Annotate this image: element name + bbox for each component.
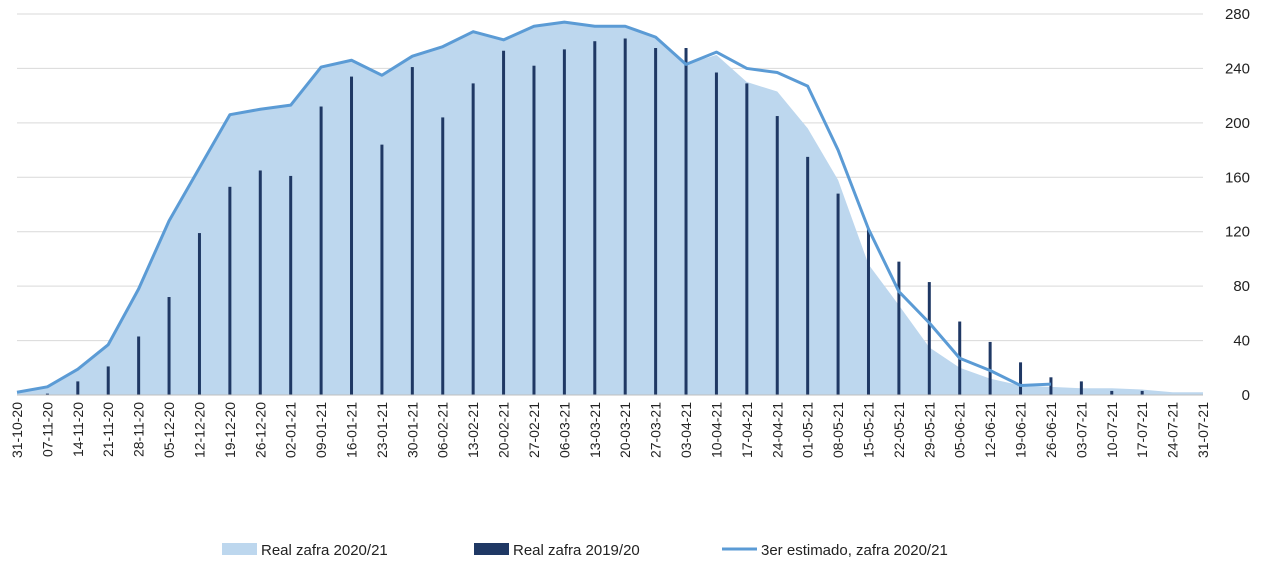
- x-tick-label: 20-02-21: [496, 402, 512, 458]
- x-tick-label: 07-11-20: [39, 402, 55, 457]
- x-tick-label: 13-03-21: [587, 402, 603, 458]
- x-tick-label: 28-11-20: [131, 402, 147, 457]
- x-tick-label: 10-04-21: [708, 402, 724, 458]
- x-tick-label: 23-01-21: [374, 402, 390, 458]
- x-tick-label: 12-12-20: [191, 402, 207, 458]
- bar: [502, 50, 506, 395]
- bar: [350, 76, 354, 395]
- x-tick-label: 19-06-21: [1013, 402, 1029, 458]
- x-tick-label: 05-12-20: [161, 402, 177, 458]
- bar: [562, 49, 566, 395]
- x-tick-label: 24-07-21: [1165, 402, 1181, 458]
- bar: [593, 41, 597, 395]
- bar: [410, 67, 414, 395]
- bar: [775, 116, 779, 395]
- bar: [1019, 362, 1023, 395]
- bar: [137, 336, 141, 395]
- x-tick-label: 02-01-21: [283, 402, 299, 458]
- bar: [623, 38, 627, 395]
- bar: [745, 83, 749, 396]
- x-tick-label: 08-05-21: [830, 402, 846, 458]
- x-tick-label: 13-02-21: [465, 402, 481, 458]
- bar: [806, 156, 810, 395]
- bar: [167, 297, 171, 395]
- bar: [258, 170, 262, 395]
- x-tick-label: 31-10-20: [9, 402, 25, 458]
- bar: [1079, 381, 1083, 395]
- bar: [714, 72, 718, 395]
- x-tick-label: 06-03-21: [556, 402, 572, 458]
- x-tick-label: 24-04-21: [769, 402, 785, 458]
- bar: [471, 83, 475, 396]
- x-tick-label: 30-01-21: [404, 402, 420, 458]
- bar: [836, 193, 840, 395]
- x-tick-label: 27-03-21: [648, 402, 664, 458]
- x-tick-label: 10-07-21: [1104, 402, 1120, 458]
- y-tick-label: 200: [1225, 115, 1250, 132]
- area: [17, 22, 1203, 396]
- x-tick-label: 03-04-21: [678, 402, 694, 458]
- bar: [927, 282, 931, 395]
- x-tick-label: 26-12-20: [252, 402, 268, 458]
- x-tick-label: 09-01-21: [313, 402, 329, 458]
- x-tick-label: 16-01-21: [344, 402, 360, 458]
- x-tick-label: 17-04-21: [739, 402, 755, 458]
- bar: [106, 366, 110, 395]
- x-tick-label: 06-02-21: [435, 402, 451, 458]
- x-tick-label: 15-05-21: [860, 402, 876, 458]
- legend-swatch: [474, 543, 509, 555]
- x-tick-label: 14-11-20: [70, 402, 86, 457]
- y-tick-label: 0: [1242, 387, 1250, 404]
- x-tick-label: 27-02-21: [526, 402, 542, 458]
- bar: [684, 48, 688, 396]
- x-tick-label: 03-07-21: [1073, 402, 1089, 458]
- bar: [441, 117, 445, 396]
- y-tick-label: 280: [1225, 6, 1250, 23]
- bar: [228, 186, 232, 395]
- bar: [1049, 377, 1053, 395]
- legend-label: 3er estimado, zafra 2020/21: [761, 542, 948, 559]
- x-tick-label: 17-07-21: [1134, 402, 1150, 458]
- bar: [654, 48, 658, 396]
- x-tick-label: 31-07-21: [1195, 402, 1211, 458]
- line: [16, 20, 1052, 394]
- x-tick-label: 21-11-20: [100, 402, 116, 457]
- bar: [988, 341, 992, 395]
- bar: [289, 175, 293, 395]
- x-tick-label: 01-05-21: [800, 402, 816, 458]
- y-tick-label: 120: [1225, 224, 1250, 241]
- x-tick-label: 12-06-21: [982, 402, 998, 458]
- y-tick-label: 40: [1233, 333, 1250, 350]
- legend-label: Real zafra 2019/20: [513, 542, 640, 559]
- y-tick-label: 160: [1225, 169, 1250, 186]
- bar: [1140, 390, 1144, 395]
- bar: [1110, 390, 1114, 395]
- y-tick-label: 240: [1225, 60, 1250, 77]
- x-tick-label: 22-05-21: [891, 402, 907, 458]
- bar: [897, 261, 901, 395]
- x-tick-label: 05-06-21: [952, 402, 968, 458]
- x-tick-label: 20-03-21: [617, 402, 633, 458]
- x-tick-label: 26-06-21: [1043, 402, 1059, 458]
- bar: [866, 228, 870, 395]
- y-tick-label: 80: [1233, 278, 1250, 295]
- bar: [380, 144, 384, 395]
- legend-label: Real zafra 2020/21: [261, 542, 388, 559]
- bar: [532, 65, 536, 395]
- bar: [45, 393, 49, 395]
- bar: [319, 106, 323, 396]
- x-tick-label: 19-12-20: [222, 402, 238, 458]
- legend-swatch: [222, 543, 257, 555]
- bar: [76, 381, 80, 395]
- x-tick-label: 29-05-21: [921, 402, 937, 458]
- bar: [197, 233, 201, 395]
